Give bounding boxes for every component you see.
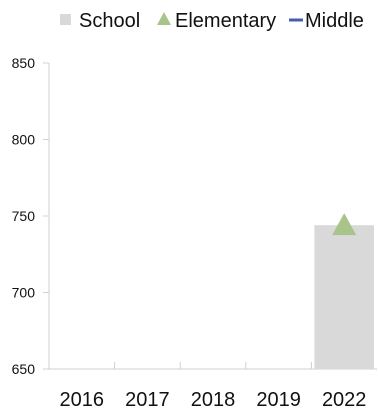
y-tick-label-700: 700 [12,285,36,301]
y-tick-label-850: 850 [12,55,36,71]
x-tick-label-2018: 2018 [191,389,236,410]
marker-elementary-2022 [332,213,357,236]
legend: School Elementary Middle [60,10,364,32]
bar-school-2022 [314,225,374,369]
legend-label-school: School [79,10,140,32]
x-tick-label-2017: 2017 [125,389,170,410]
x-tick-label-2016: 2016 [60,389,105,410]
y-tick-label-750: 750 [12,208,36,224]
legend-item-elementary: Elementary [157,10,276,32]
legend-label-middle: Middle [305,10,364,32]
legend-item-school: School [60,10,140,32]
axes: 650 700 750 800 850 2016 2017 2018 2019 2022 [12,55,377,410]
y-tick-label-650: 650 [12,361,36,377]
legend-swatch-school [60,14,71,25]
markers [332,213,357,236]
x-tick-label-2019: 2019 [256,389,301,410]
x-tick-label-2022: 2022 [322,389,367,410]
y-tick-label-800: 800 [12,132,36,148]
legend-swatch-elementary [157,12,171,25]
legend-item-middle: Middle [289,10,364,32]
legend-label-elementary: Elementary [175,10,276,32]
bars [314,225,374,369]
